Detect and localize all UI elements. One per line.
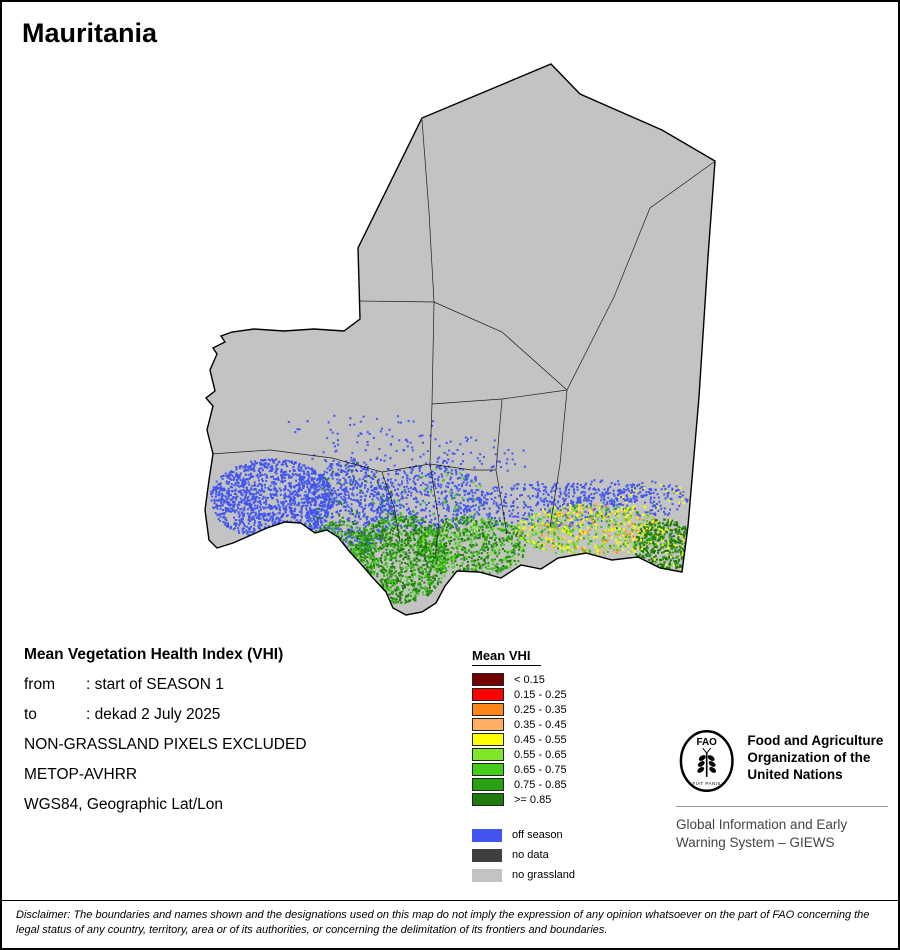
legend-label: 0.75 - 0.85: [514, 778, 567, 791]
legend-row: >= 0.85: [472, 792, 575, 807]
fao-divider: [676, 806, 888, 807]
meta-line-exclusion: NON-GRASSLAND PIXELS EXCLUDED: [24, 736, 307, 753]
legend-swatch: [472, 718, 504, 731]
legend-row: < 0.15: [472, 672, 575, 687]
legend-row: 0.15 - 0.25: [472, 687, 575, 702]
country-outline: [204, 63, 716, 616]
legend-swatch: [472, 793, 504, 806]
index-name: Mean Vegetation Health Index (VHI): [24, 646, 284, 663]
legend-swatch: [472, 868, 502, 882]
legend-row: 0.45 - 0.55: [472, 732, 575, 747]
legend-row: 0.65 - 0.75: [472, 762, 575, 777]
legend-swatch: [472, 673, 504, 686]
from-value: : start of SEASON 1: [86, 676, 224, 693]
legend-label: < 0.15: [514, 673, 545, 686]
legend-label: 0.45 - 0.55: [514, 733, 567, 746]
meta-line-from: from : start of SEASON 1: [24, 677, 307, 693]
legend-swatch: [472, 688, 504, 701]
legend-label: 0.35 - 0.45: [514, 718, 567, 731]
legend-row: 0.75 - 0.85: [472, 777, 575, 792]
country-fill: [205, 64, 715, 615]
legend-swatch: [472, 848, 502, 862]
to-value: : dekad 2 July 2025: [86, 706, 221, 723]
legend-row: 0.55 - 0.65: [472, 747, 575, 762]
footer-divider: [2, 900, 898, 901]
disclaimer-text: Disclaimer: The boundaries and names sho…: [16, 909, 870, 936]
fao-logo: FAO FIAT PANIS: [679, 730, 734, 792]
legend-row: no data: [472, 845, 575, 865]
meta-line-sensor: METOP-AVHRR: [24, 766, 138, 783]
legend-swatch: [472, 778, 504, 791]
legend-swatch: [472, 763, 504, 776]
legend-row: 0.25 - 0.35: [472, 702, 575, 717]
legend-swatch: [472, 748, 504, 761]
fao-logo-motto: FIAT PANIS: [693, 781, 721, 786]
giews-tagline: Global Information and Early Warning Sys…: [676, 817, 848, 850]
legend-label: 0.25 - 0.35: [514, 703, 567, 716]
meta-line-to: to : dekad 2 July 2025: [24, 707, 307, 723]
map-metadata: Mean Vegetation Health Index (VHI) from:…: [24, 647, 307, 827]
legend-label: no data: [512, 849, 549, 861]
wheat-icon: [697, 747, 717, 777]
legend-label: no grassland: [512, 869, 575, 881]
legend-swatch: [472, 828, 502, 842]
legend-swatch: [472, 703, 504, 716]
country-map: [204, 63, 716, 616]
legend-label: 0.15 - 0.25: [514, 688, 567, 701]
legend-label: off season: [512, 829, 563, 841]
legend: Mean VHI < 0.15 0.15 - 0.25 0.25 - 0.35 …: [472, 647, 575, 885]
legend-label: 0.55 - 0.65: [514, 748, 567, 761]
legend-label: 0.65 - 0.75: [514, 763, 567, 776]
legend-row: off season: [472, 825, 575, 845]
meta-line-projection: WGS84, Geographic Lat/Lon: [24, 796, 224, 813]
fao-branding: FAO FIAT PANIS Food and Agriculture Orga…: [676, 728, 888, 852]
legend-row: 0.35 - 0.45: [472, 717, 575, 732]
to-label: to: [24, 706, 37, 723]
legend-row: no grassland: [472, 865, 575, 885]
legend-label: >= 0.85: [514, 793, 552, 806]
fao-logo-text: FAO: [697, 737, 718, 748]
from-label: from: [24, 676, 55, 693]
legend-title: Mean VHI: [472, 648, 541, 666]
legend-swatch: [472, 733, 504, 746]
page-title: Mauritania: [22, 18, 158, 48]
fao-org-name: Food and Agriculture Organization of the…: [747, 733, 884, 782]
